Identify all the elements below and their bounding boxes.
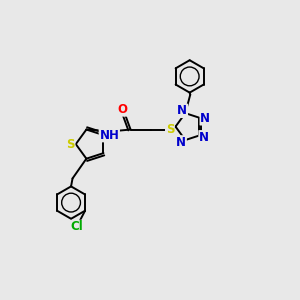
- Text: N: N: [200, 112, 210, 125]
- Text: Cl: Cl: [70, 220, 83, 233]
- Text: N: N: [177, 104, 188, 117]
- Text: O: O: [118, 103, 128, 116]
- Text: N: N: [102, 127, 112, 140]
- Text: N: N: [199, 131, 209, 144]
- Text: S: S: [66, 138, 75, 151]
- Text: S: S: [166, 123, 174, 136]
- Text: N: N: [176, 136, 186, 149]
- Text: NH: NH: [99, 129, 119, 142]
